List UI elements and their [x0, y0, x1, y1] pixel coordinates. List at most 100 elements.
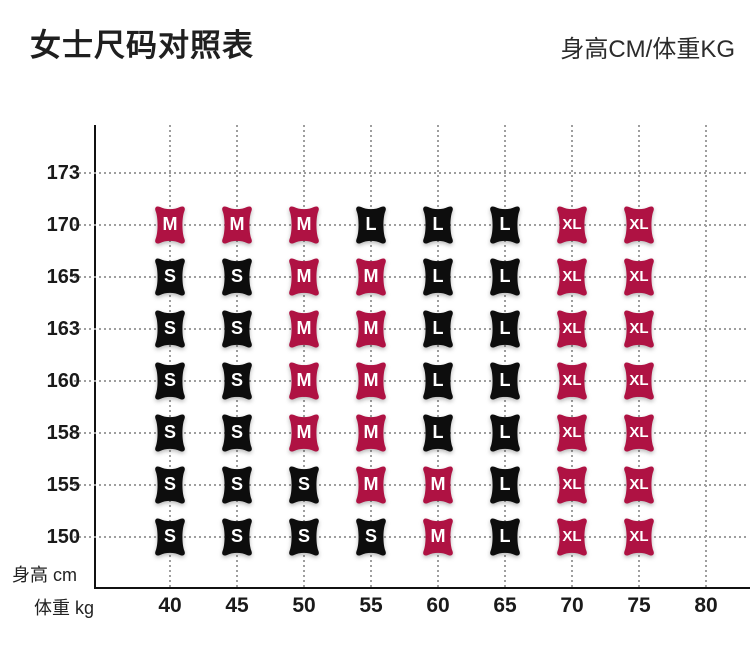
stamp-shape-icon [155, 206, 185, 244]
size-badge: M [354, 308, 388, 350]
size-badge: XL [622, 204, 656, 246]
size-badge-label: L [499, 214, 511, 234]
v-gridline [437, 125, 439, 587]
size-badge-label: M [363, 422, 379, 442]
size-badge-label: XL [562, 528, 582, 545]
size-badge-label: S [163, 422, 176, 442]
stamp-shape-icon [423, 518, 453, 556]
size-badge-label: S [163, 370, 176, 390]
size-badge: M [421, 464, 455, 506]
x-tick-label: 45 [225, 594, 249, 617]
size-badge-label: L [432, 214, 444, 234]
h-gridline [74, 224, 746, 226]
stamp-shape-icon [423, 466, 453, 504]
stamp-shape-icon [222, 518, 252, 556]
size-badge: L [421, 256, 455, 298]
size-badge-label: XL [629, 268, 649, 285]
stamp-shape-icon [490, 310, 520, 348]
size-badge-label: S [163, 266, 176, 286]
stamp-shape-icon [289, 518, 319, 556]
size-badge: S [220, 360, 254, 402]
size-badge: S [220, 412, 254, 454]
v-gridline [705, 125, 707, 587]
x-tick-label: 40 [158, 594, 182, 617]
size-badge-label: M [296, 214, 312, 234]
y-tick-label: 160 [46, 370, 80, 392]
stamp-shape-icon [155, 414, 185, 452]
size-badge: L [488, 360, 522, 402]
size-badge-label: S [297, 526, 310, 546]
stamp-shape-icon [423, 310, 453, 348]
size-badge: L [488, 256, 522, 298]
stamp-shape-icon [289, 362, 319, 400]
stamp-shape-icon [423, 258, 453, 296]
stamp-shape-icon [155, 362, 185, 400]
size-badge-label: M [363, 266, 379, 286]
size-badge-label: S [230, 370, 243, 390]
size-badge-label: S [230, 422, 243, 442]
size-badge-label: M [430, 526, 446, 546]
x-tick-label: 65 [493, 594, 517, 617]
size-badge-label: XL [629, 216, 649, 233]
size-badge-label: XL [562, 476, 582, 493]
stamp-shape-icon [557, 466, 587, 504]
stamp-shape-icon [490, 518, 520, 556]
stamp-shape-icon [356, 414, 386, 452]
stamp-shape-icon [624, 414, 654, 452]
size-badge-label: S [230, 474, 243, 494]
size-badge-label: S [230, 266, 243, 286]
size-badge-label: XL [629, 320, 649, 337]
size-badge: S [153, 464, 187, 506]
stamp-shape-icon [289, 206, 319, 244]
size-badge: XL [555, 360, 589, 402]
stamp-shape-icon [356, 206, 386, 244]
size-badge: XL [555, 256, 589, 298]
size-badge: XL [555, 464, 589, 506]
y-axis-unit-label: 身高 cm [12, 565, 77, 585]
stamp-shape-icon [624, 206, 654, 244]
size-badge: S [220, 464, 254, 506]
h-gridline [74, 536, 746, 538]
size-badge-label: M [296, 422, 312, 442]
size-badge: S [354, 516, 388, 558]
h-gridline [74, 432, 746, 434]
size-badge-label: M [363, 370, 379, 390]
size-badge: S [153, 308, 187, 350]
x-tick-label: 70 [560, 594, 584, 617]
size-badge-label: L [499, 526, 511, 546]
y-tick-label: 170 [46, 214, 80, 236]
stamp-shape-icon [222, 362, 252, 400]
size-badge-label: S [364, 526, 377, 546]
size-badge: XL [622, 360, 656, 402]
size-badge-label: L [432, 318, 444, 338]
size-badge: L [488, 412, 522, 454]
v-gridline [370, 125, 372, 587]
size-badge: L [421, 308, 455, 350]
y-tick-label: 165 [46, 266, 80, 288]
size-badge: L [421, 204, 455, 246]
y-tick-label: 158 [46, 422, 80, 444]
stamp-shape-icon [356, 310, 386, 348]
size-badge-label: M [296, 318, 312, 338]
size-badge: S [287, 516, 321, 558]
size-badge: S [153, 360, 187, 402]
stamp-shape-icon [624, 258, 654, 296]
x-axis-line [94, 587, 750, 589]
size-badge-label: XL [562, 372, 582, 389]
v-gridline [504, 125, 506, 587]
size-badge: S [153, 412, 187, 454]
size-badge: S [220, 256, 254, 298]
v-gridline [169, 125, 171, 587]
x-tick-label: 80 [694, 594, 718, 617]
size-badge-label: L [499, 422, 511, 442]
stamp-shape-icon [423, 414, 453, 452]
h-gridline [74, 380, 746, 382]
size-badge-label: L [499, 370, 511, 390]
x-tick-label: 60 [426, 594, 450, 617]
page-title: 女士尺码对照表 [30, 28, 254, 63]
stamp-shape-icon [356, 518, 386, 556]
size-badge-label: L [499, 318, 511, 338]
size-badge-label: S [163, 318, 176, 338]
x-tick-label: 55 [359, 594, 383, 617]
